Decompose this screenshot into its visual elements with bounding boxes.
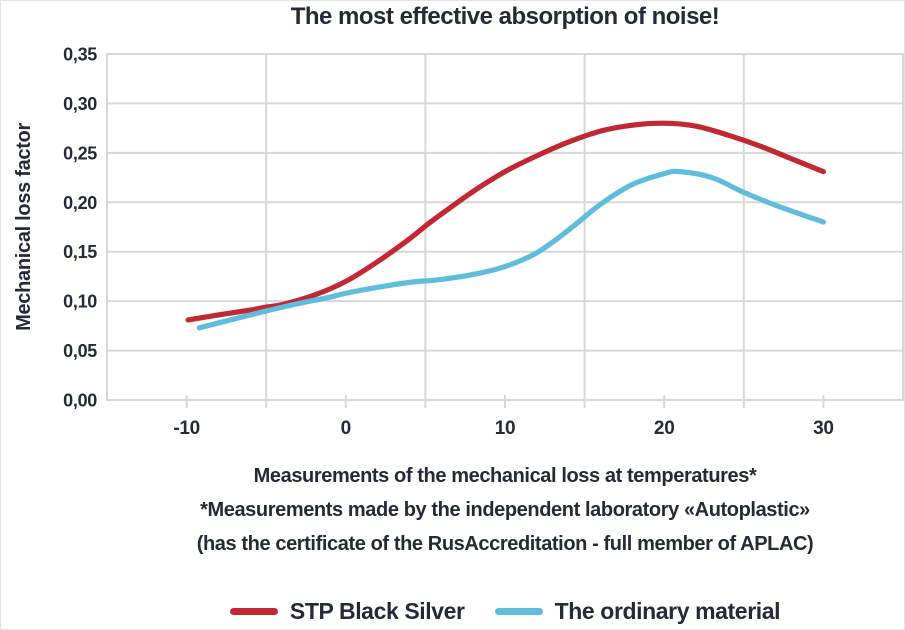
y-tick-label: 0,20	[63, 193, 97, 213]
plot-area: 0,00 0,05 0,10 0,15 0,20 0,25 0,30 0,35 -10 0 10 20…	[63, 45, 904, 439]
x-tick-label: -10	[173, 418, 200, 439]
series-line-stp-black-silver	[185, 120, 826, 323]
x-tick-label: 30	[813, 418, 834, 439]
x-tick-label: 20	[654, 418, 675, 439]
y-tick-label: 0,05	[63, 341, 97, 361]
y-tick-label: 0,10	[63, 292, 97, 312]
caption-line-3: (has the certificate of the RusAccredita…	[196, 533, 814, 555]
y-tick-label: 0,00	[63, 391, 97, 411]
legend: STP Black Silver The ordinary material	[107, 596, 903, 626]
x-tick-label: 0	[341, 418, 351, 439]
legend-swatch-blue	[494, 607, 543, 615]
y-tick-label: 0,30	[63, 94, 97, 114]
legend-label-stp-black-silver: STP Black Silver	[289, 597, 465, 624]
y-tick-label: 0,35	[63, 45, 97, 65]
legend-item-stp-black-silver: STP Black Silver	[229, 597, 465, 625]
chart-title: The most effective absorption of noise!	[290, 3, 720, 30]
legend-label-ordinary-material: The ordinary material	[554, 597, 781, 624]
series-line-ordinary-material	[196, 168, 826, 331]
caption-line-1: Measurements of the mechanical loss at t…	[253, 465, 757, 487]
y-tick-label: 0,15	[63, 242, 97, 262]
caption-line-2: *Measurements made by the independent la…	[200, 499, 810, 521]
y-tick-label: 0,25	[63, 143, 97, 163]
legend-swatch-red	[229, 607, 278, 615]
plot-border	[106, 53, 904, 401]
legend-item-ordinary-material: The ordinary material	[494, 597, 781, 625]
caption-block: Measurements of the mechanical loss at t…	[57, 459, 904, 561]
x-tick-label: 10	[495, 418, 516, 439]
